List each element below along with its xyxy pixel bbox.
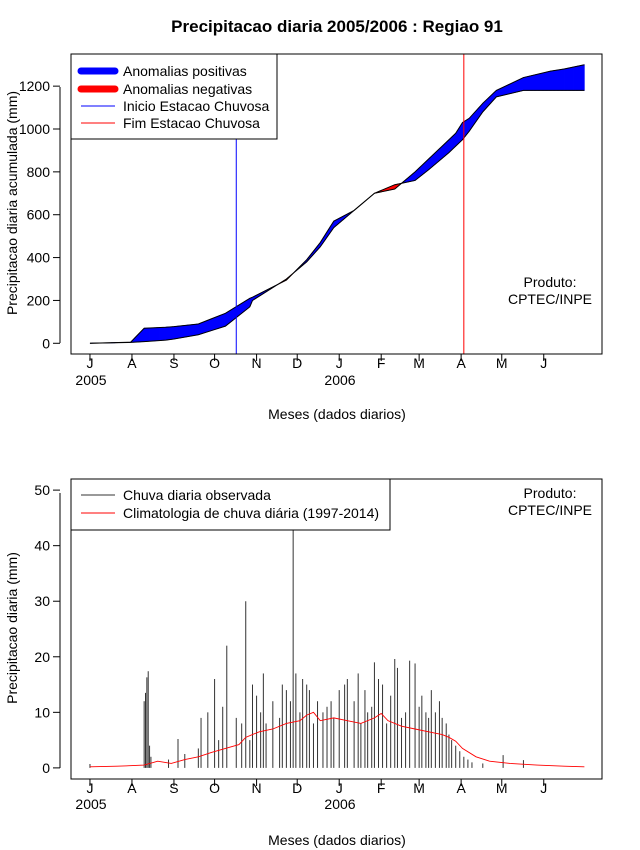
y-tick-label: 1000: [19, 121, 50, 137]
x-tick-label-month: N: [252, 355, 262, 371]
anomaly-segment: [582, 64, 585, 91]
x-tick-label-month: A: [127, 355, 137, 371]
x-tick-label-month: J: [540, 355, 547, 371]
x-tick-label-month: F: [377, 780, 386, 796]
bottom-year-label-2006: 2006: [324, 796, 355, 812]
legend-label-positive-anomalies: Anomalias positivas: [123, 63, 247, 79]
y-tick-label: 600: [27, 207, 51, 223]
x-tick-label-month: N: [252, 780, 262, 796]
y-tick-label: 400: [27, 250, 51, 266]
bottom-credit-line-2: CPTEC/INPE: [508, 502, 592, 518]
y-tick-label: 0: [42, 760, 50, 776]
bottom-x-axis-label: Meses (dados diarios): [268, 832, 406, 848]
x-tick-label-month: M: [496, 355, 508, 371]
bottom-y-axis: 0 10 20 30 40 50: [34, 482, 61, 776]
x-tick-label-month: S: [169, 355, 178, 371]
legend-label-negative-anomalies: Anomalias negativas: [123, 81, 252, 97]
top-plot-area: [70, 53, 603, 355]
bottom-panel: 0 10 20 30 40 50 J A S O N D J F M A M J 2005 2006 Meses…: [4, 478, 603, 848]
bottom-y-axis-label: Precipitacao diaria (mm): [4, 552, 20, 704]
top-y-axis: 0 200 400 600 800 1000 1200: [19, 78, 61, 351]
bottom-legend-box: [70, 478, 391, 531]
x-tick-label-month: S: [169, 780, 178, 796]
y-tick-label: 30: [34, 593, 50, 609]
x-tick-label-month: M: [496, 780, 508, 796]
y-tick-label: 20: [34, 649, 50, 665]
y-tick-label: 1200: [19, 78, 50, 94]
top-x-axis-label: Meses (dados diarios): [268, 406, 406, 422]
x-tick-label-month: J: [86, 780, 93, 796]
top-climatology-cumulative-line: [89, 89, 585, 344]
x-tick-label-month: M: [413, 780, 425, 796]
y-tick-label: 40: [34, 538, 50, 554]
x-tick-label-month: J: [86, 355, 93, 371]
top-credit-line-1: Produto:: [524, 274, 577, 290]
bottom-daily-bars: [89, 517, 524, 768]
top-y-axis-label: Precipitacao diaria acumulada (mm): [4, 91, 20, 315]
bottom-credit-line-1: Produto:: [524, 485, 577, 501]
top-legend: Anomalias positivas Anomalias negativas …: [70, 53, 278, 140]
x-tick-label-month: A: [456, 780, 466, 796]
x-tick-label-month: J: [540, 780, 547, 796]
top-year-label-2006: 2006: [324, 372, 355, 388]
legend-label-observed-daily: Chuva diaria observada: [123, 487, 271, 503]
x-tick-label-month: F: [377, 355, 386, 371]
x-tick-label-month: J: [336, 780, 343, 796]
y-tick-label: 200: [27, 292, 51, 308]
x-tick-label-month: A: [456, 355, 466, 371]
y-tick-label: 800: [27, 164, 51, 180]
x-tick-label-month: O: [209, 780, 220, 796]
top-year-label-2005: 2005: [75, 372, 106, 388]
x-tick-label-month: A: [127, 780, 137, 796]
legend-label-climatology: Climatologia de chuva diária (1997-2014): [123, 505, 379, 521]
bottom-plot-area: [70, 478, 603, 780]
x-tick-label-month: J: [336, 355, 343, 371]
bottom-year-label-2005: 2005: [75, 796, 106, 812]
top-credit-line-2: CPTEC/INPE: [508, 291, 592, 307]
legend-label-season-start: Inicio Estacao Chuvosa: [123, 98, 270, 114]
y-tick-label: 10: [34, 704, 50, 720]
y-tick-label: 0: [42, 335, 50, 351]
y-tick-label: 50: [34, 482, 50, 498]
bottom-legend: Chuva diaria observada Climatologia de c…: [70, 478, 391, 531]
bottom-climatology-line: [89, 711, 585, 768]
legend-label-season-end: Fim Estacao Chuvosa: [123, 115, 260, 131]
x-tick-label-month: D: [292, 355, 302, 371]
chart-title: Precipitacao diaria 2005/2006 : Regiao 9…: [171, 17, 503, 36]
x-tick-label-month: M: [413, 355, 425, 371]
x-tick-label-month: D: [292, 780, 302, 796]
x-tick-label-month: O: [209, 355, 220, 371]
top-panel: Precipitacao diaria 2005/2006 : Regiao 9…: [4, 17, 603, 422]
